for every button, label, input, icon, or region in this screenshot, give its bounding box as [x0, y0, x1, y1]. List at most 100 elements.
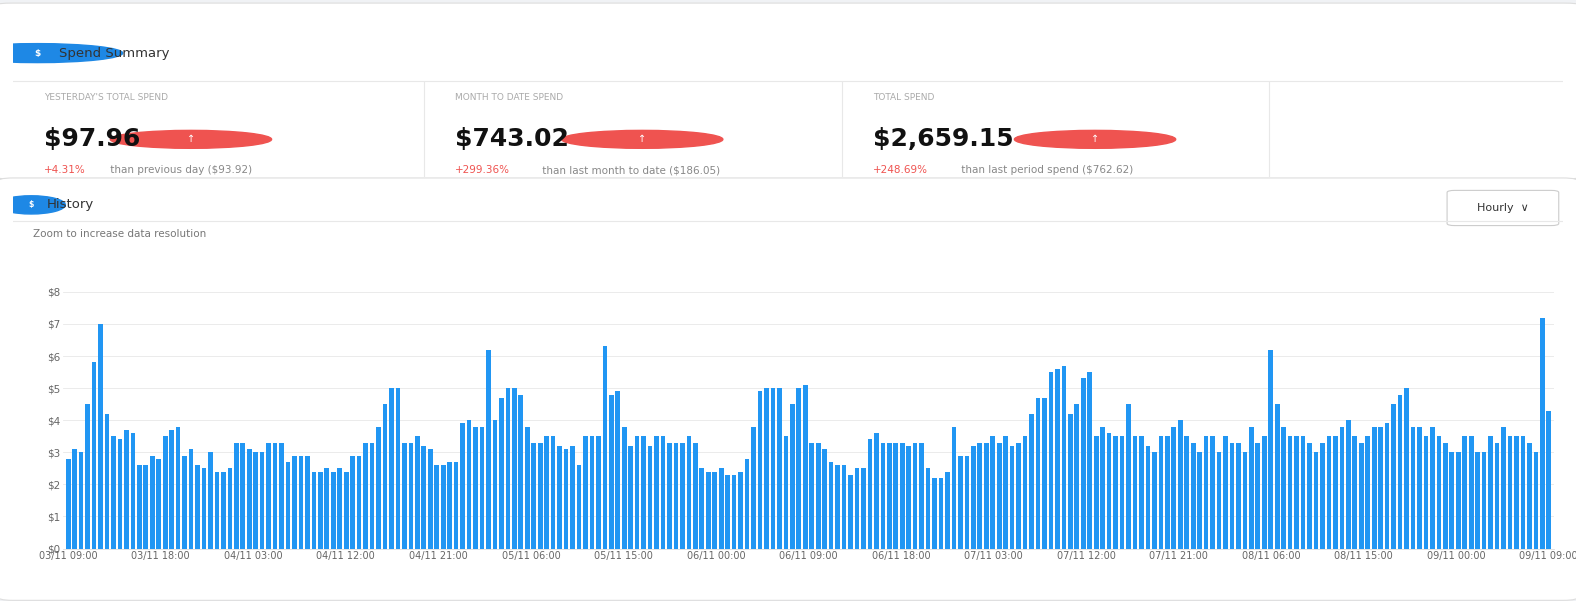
Bar	[525, 427, 530, 549]
Bar	[1177, 420, 1182, 549]
Bar	[660, 436, 665, 549]
Bar	[1488, 436, 1492, 549]
Bar	[875, 433, 879, 549]
Bar	[1256, 443, 1261, 549]
Bar	[247, 449, 252, 549]
Bar	[1385, 424, 1390, 549]
Bar	[758, 391, 763, 549]
Bar	[1346, 420, 1351, 549]
Bar	[1411, 427, 1415, 549]
Bar	[971, 446, 976, 549]
Bar	[466, 420, 471, 549]
Text: YESTERDAY'S TOTAL SPEND: YESTERDAY'S TOTAL SPEND	[44, 93, 167, 102]
Bar	[608, 394, 613, 549]
Bar	[745, 459, 750, 549]
Bar	[1327, 436, 1332, 549]
Bar	[112, 436, 115, 549]
Bar	[810, 443, 815, 549]
Bar	[1392, 404, 1396, 549]
Bar	[479, 427, 484, 549]
Bar	[1340, 427, 1344, 549]
Bar	[402, 443, 407, 549]
Bar	[1217, 453, 1221, 549]
Bar	[1210, 436, 1215, 549]
Bar	[91, 362, 96, 549]
Bar	[1365, 436, 1370, 549]
Bar	[1133, 436, 1138, 549]
Bar	[337, 468, 342, 549]
Circle shape	[561, 130, 723, 148]
Bar	[635, 436, 640, 549]
Bar	[894, 443, 898, 549]
Bar	[331, 472, 336, 549]
Bar	[1165, 436, 1169, 549]
Bar	[946, 472, 950, 549]
Bar	[441, 465, 446, 549]
Bar	[98, 324, 102, 549]
Bar	[429, 449, 432, 549]
Bar	[913, 443, 917, 549]
Bar	[292, 456, 296, 549]
Bar	[1106, 433, 1111, 549]
Bar	[867, 439, 872, 549]
Bar	[85, 404, 90, 549]
Bar	[1437, 436, 1440, 549]
Bar	[1139, 436, 1144, 549]
Bar	[906, 446, 911, 549]
Bar	[1275, 404, 1280, 549]
Text: Spend Summary: Spend Summary	[60, 47, 170, 59]
Bar	[771, 388, 775, 549]
Bar	[473, 427, 478, 549]
Circle shape	[0, 196, 65, 214]
Bar	[623, 427, 627, 549]
Bar	[583, 436, 588, 549]
Bar	[1158, 436, 1163, 549]
Bar	[900, 443, 905, 549]
Bar	[860, 468, 865, 549]
Bar	[1321, 443, 1325, 549]
Bar	[460, 424, 465, 549]
Bar	[104, 413, 109, 549]
Bar	[512, 388, 517, 549]
Bar	[816, 443, 821, 549]
Bar	[143, 465, 148, 549]
Bar	[118, 439, 123, 549]
Bar	[752, 427, 756, 549]
Bar	[802, 385, 807, 549]
Text: Zoom to increase data resolution: Zoom to increase data resolution	[33, 229, 206, 239]
Bar	[1191, 443, 1196, 549]
Text: $: $	[35, 49, 41, 58]
Bar	[131, 433, 136, 549]
Bar	[273, 443, 277, 549]
Bar	[79, 453, 84, 549]
Bar	[189, 449, 194, 549]
Bar	[1127, 404, 1132, 549]
Bar	[370, 443, 375, 549]
Bar	[1533, 453, 1538, 549]
Bar	[1081, 379, 1086, 549]
Bar	[1404, 388, 1409, 549]
Bar	[1004, 436, 1009, 549]
Bar	[887, 443, 892, 549]
Bar	[1463, 436, 1467, 549]
Bar	[1152, 453, 1157, 549]
Bar	[958, 456, 963, 549]
Bar	[1294, 436, 1299, 549]
Bar	[939, 478, 944, 549]
Bar	[577, 465, 582, 549]
Bar	[933, 478, 936, 549]
Text: than previous day ($93.92): than previous day ($93.92)	[107, 165, 252, 175]
Text: History: History	[47, 198, 95, 212]
Bar	[687, 436, 692, 549]
Text: +248.69%: +248.69%	[873, 165, 928, 175]
Bar	[169, 430, 173, 549]
Bar	[835, 465, 840, 549]
Bar	[448, 462, 452, 549]
Bar	[1054, 369, 1059, 549]
Circle shape	[110, 130, 271, 148]
Text: ↑: ↑	[188, 135, 195, 144]
Bar	[648, 446, 652, 549]
Bar	[881, 443, 886, 549]
Bar	[925, 468, 930, 549]
Bar	[227, 468, 232, 549]
